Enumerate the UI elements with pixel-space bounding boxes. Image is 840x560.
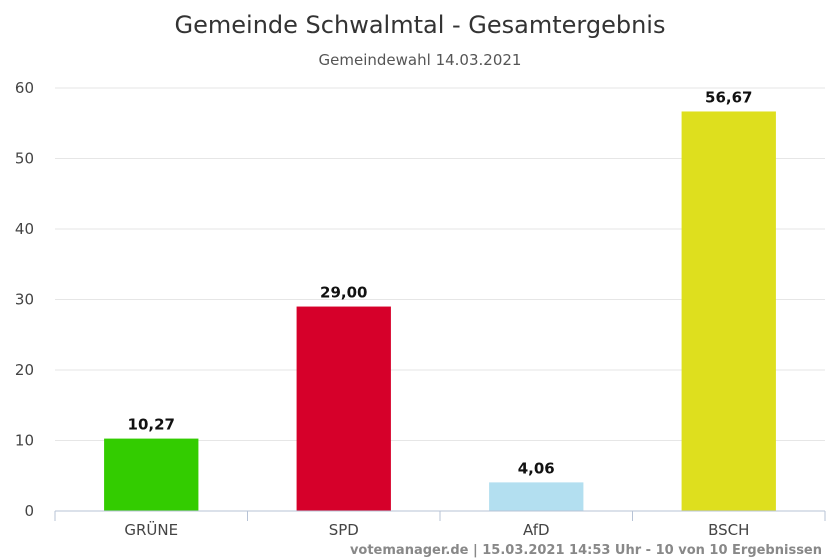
y-tick-label: 40	[15, 220, 34, 238]
y-tick-label: 0	[24, 502, 34, 520]
chart-subtitle: Gemeindewahl 14.03.2021	[319, 51, 522, 69]
y-tick-label: 30	[15, 291, 34, 309]
y-tick-label: 50	[15, 150, 34, 168]
credits-text[interactable]: votemanager.de | 15.03.2021 14:53 Uhr - …	[350, 543, 822, 558]
x-tick-label: AfD	[523, 521, 550, 539]
data-label: 56,67	[705, 88, 752, 106]
chart-title: Gemeinde Schwalmtal - Gesamtergebnis	[175, 11, 666, 39]
bars	[104, 111, 776, 511]
bar-grüne[interactable]	[104, 438, 199, 511]
x-tick-label: SPD	[329, 521, 359, 539]
bar-bsch[interactable]	[681, 111, 776, 511]
y-axis-ticks: 0 10 20 30 40 50 60	[15, 79, 34, 520]
data-label: 4,06	[518, 459, 555, 477]
bar-afd[interactable]	[489, 482, 584, 511]
y-tick-label: 60	[15, 79, 34, 97]
data-label: 10,27	[128, 416, 175, 434]
x-tick-label: GRÜNE	[124, 520, 178, 539]
y-tick-label: 10	[15, 432, 34, 450]
y-tick-label: 20	[15, 361, 34, 379]
bar-spd[interactable]	[296, 306, 391, 511]
data-labels: 10,27 29,00 4,06 56,67	[128, 88, 753, 477]
data-label: 29,00	[320, 284, 367, 302]
x-tick-label: BSCH	[708, 521, 749, 539]
x-axis-ticks: GRÜNE SPD AfD BSCH	[54, 511, 826, 539]
